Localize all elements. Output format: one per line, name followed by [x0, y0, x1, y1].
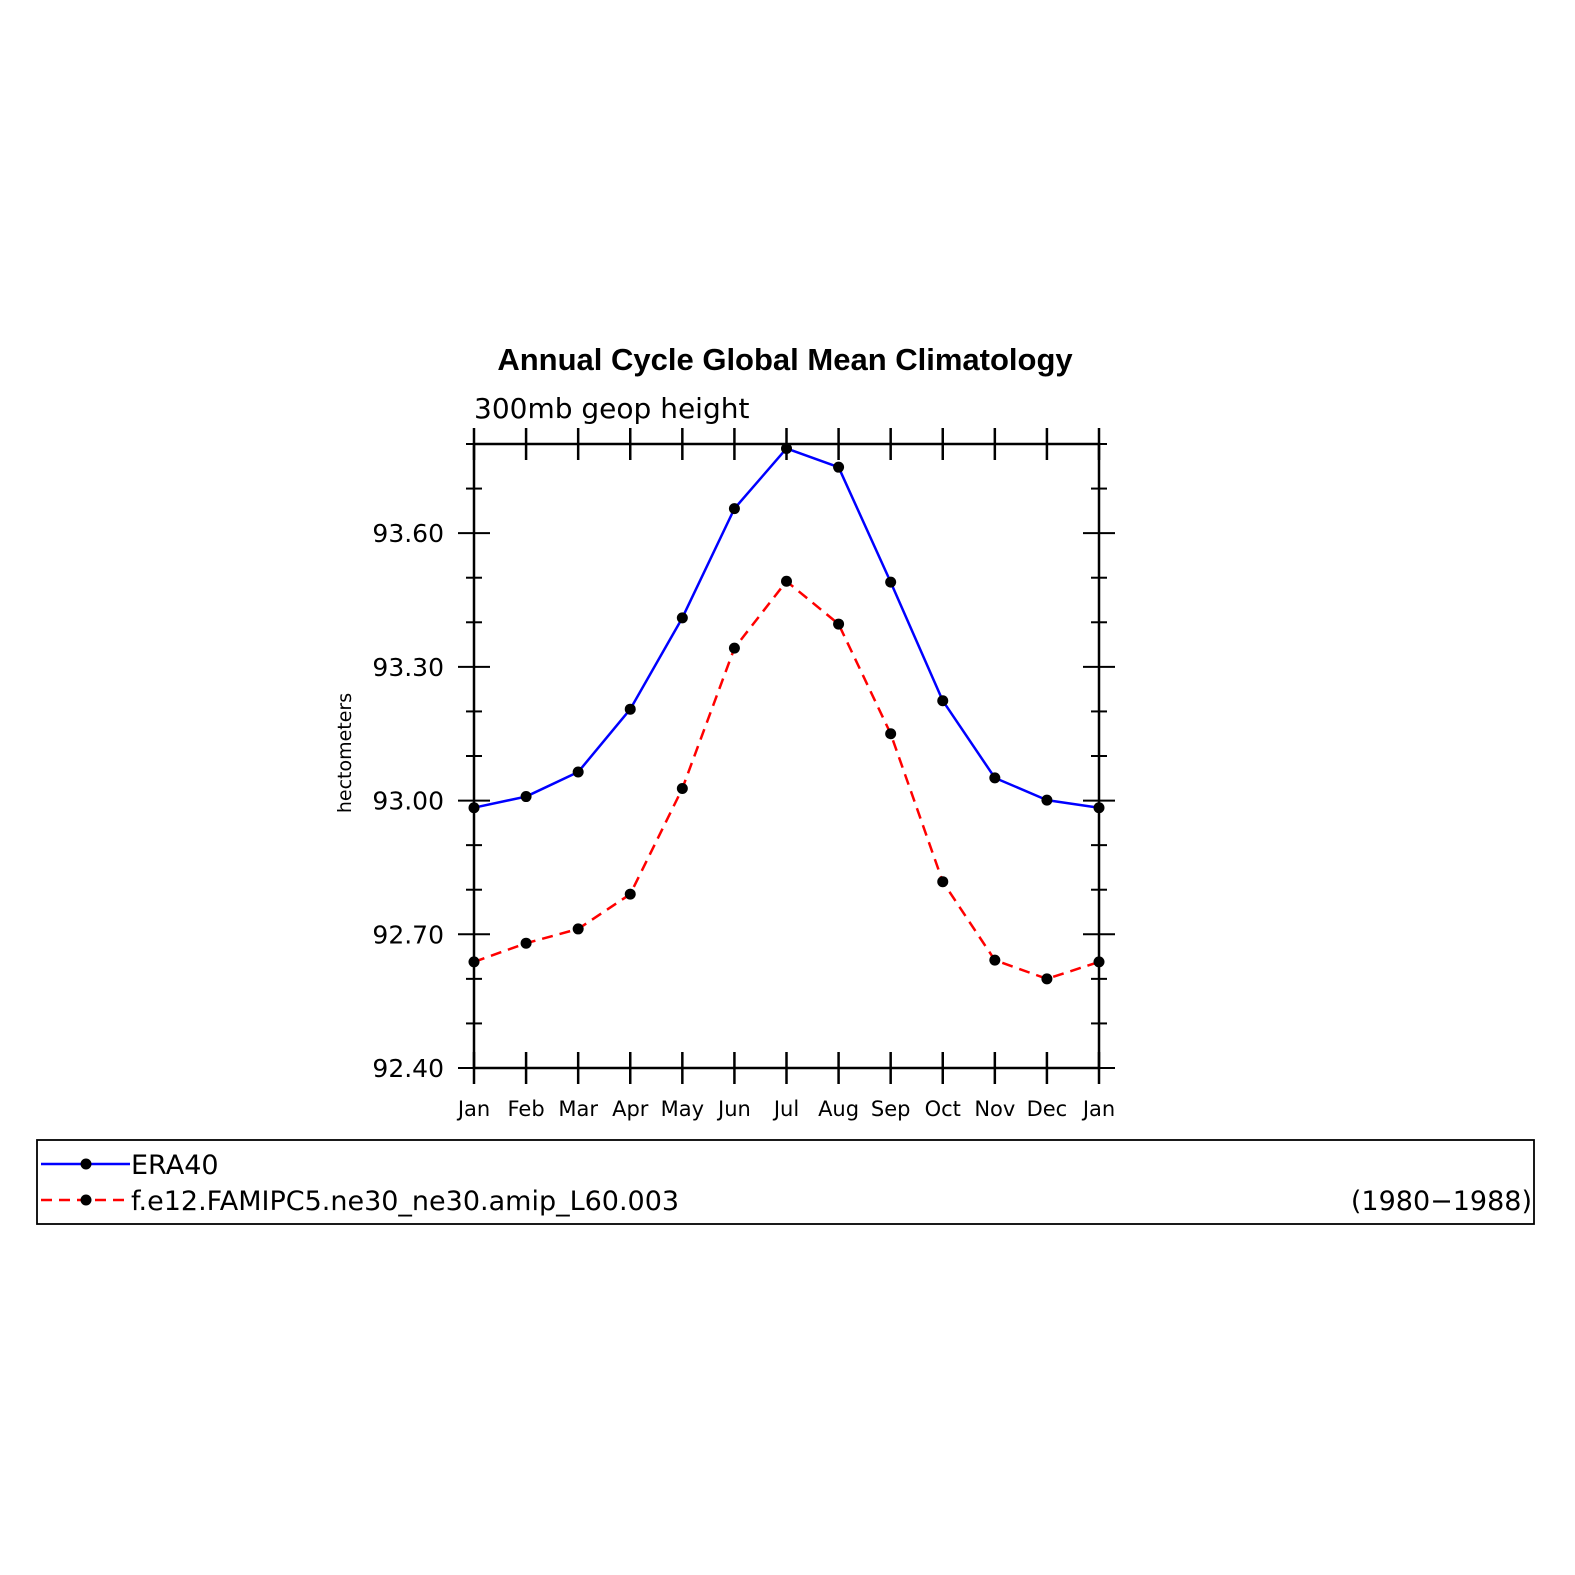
legend-label-model: f.e12.FAMIPC5.ne30_ne30.amip_L60.003 — [131, 1186, 679, 1217]
y-axis-label: hectometers — [334, 693, 356, 813]
series-1-point — [937, 876, 949, 888]
legend-note: (1980−1988) — [1351, 1186, 1532, 1217]
legend-label-era40: ERA40 — [131, 1150, 219, 1181]
x-tick-label: Sep — [871, 1097, 911, 1121]
series-0-point — [676, 612, 688, 624]
x-tick-label: Jun — [716, 1097, 751, 1121]
x-tick-labels: Jan Feb Mar Apr May Jun Jul Aug Sep Oct Nov Dec Jan — [456, 1097, 1115, 1121]
y-tick-label: 93.00 — [372, 787, 444, 816]
series-layer — [468, 442, 1105, 985]
series-0-point — [728, 503, 740, 515]
x-tick-label: Jul — [772, 1097, 799, 1121]
series-1-point — [624, 888, 636, 900]
series-1-point — [833, 618, 845, 630]
y-tick-label: 93.60 — [372, 519, 444, 548]
series-0-point — [781, 442, 792, 454]
chart-title: Annual Cycle Global Mean Climatology — [497, 342, 1073, 377]
series-0-point — [572, 766, 584, 778]
series-0-point — [1041, 794, 1053, 806]
series-1-point — [520, 937, 532, 949]
x-tick-label: May — [661, 1097, 704, 1121]
legend: ERA40 f.e12.FAMIPC5.ne30_ne30.amip_L60.0… — [36, 1139, 1535, 1225]
x-tick-label: Apr — [612, 1097, 649, 1121]
legend-box — [36, 1139, 1535, 1225]
x-tick-label: Jan — [1081, 1097, 1115, 1121]
series-0-point — [937, 695, 949, 707]
series-1-point — [781, 575, 792, 587]
series-1-point — [728, 642, 740, 654]
x-tick-label: Aug — [818, 1097, 859, 1121]
x-tick-label: Mar — [558, 1097, 598, 1121]
series-0-point — [885, 576, 897, 588]
series-line-0 — [473, 447, 1100, 809]
series-1-point — [572, 923, 584, 935]
y-tick-label: 93.30 — [372, 653, 444, 682]
series-0-point — [624, 703, 636, 715]
series-line-1 — [473, 580, 1100, 981]
x-tick-label: Oct — [925, 1097, 961, 1121]
chart-subtitle: 300mb geop height — [474, 392, 749, 425]
series-0-point — [833, 461, 845, 473]
x-tick-label: Feb — [507, 1097, 544, 1121]
x-tick-label: Nov — [974, 1097, 1015, 1121]
series-1-point — [885, 728, 897, 740]
x-tick-label: Dec — [1027, 1097, 1068, 1121]
y-tick-label: 92.40 — [372, 1054, 444, 1083]
series-0-point — [520, 791, 532, 803]
series-1-point — [989, 954, 1001, 966]
series-1-point — [1041, 973, 1053, 985]
plot-frame — [472, 442, 1101, 1070]
series-1-point — [676, 783, 688, 795]
legend-marker-model — [80, 1194, 92, 1206]
y-tick-labels: 93.60 93.30 93.00 92.70 92.40 — [372, 519, 444, 1083]
series-0-point — [989, 772, 1001, 784]
x-tick-label: Jan — [456, 1097, 490, 1121]
y-tick-label: 92.70 — [372, 920, 444, 949]
legend-marker-era40 — [80, 1158, 92, 1170]
ticks — [458, 428, 1115, 1084]
